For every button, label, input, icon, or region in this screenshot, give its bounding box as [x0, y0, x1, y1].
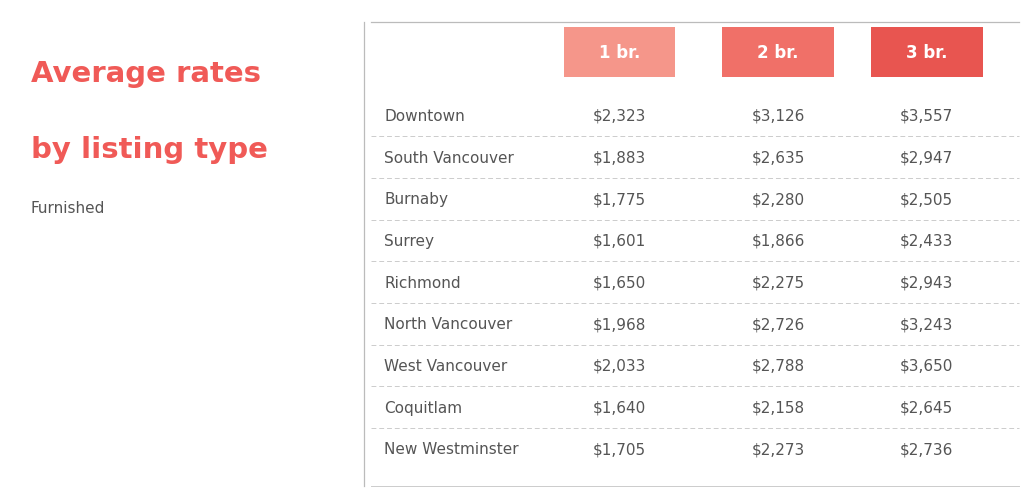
Bar [723, 28, 834, 78]
Text: $2,323: $2,323 [593, 109, 646, 124]
Text: $1,866: $1,866 [752, 233, 805, 248]
Text: Average rates: Average rates [31, 60, 261, 88]
Text: $2,275: $2,275 [752, 275, 805, 290]
Text: Furnished: Furnished [31, 200, 105, 215]
Text: $2,280: $2,280 [752, 192, 805, 207]
Text: New Westminster: New Westminster [384, 441, 518, 456]
Text: $1,601: $1,601 [593, 233, 646, 248]
Text: $2,788: $2,788 [752, 358, 805, 373]
Text: $2,158: $2,158 [752, 400, 805, 415]
Text: Surrey: Surrey [384, 233, 434, 248]
Text: $3,557: $3,557 [900, 109, 953, 124]
Bar [870, 28, 983, 78]
Text: $2,433: $2,433 [900, 233, 953, 248]
Text: $1,650: $1,650 [593, 275, 646, 290]
Text: West Vancouver: West Vancouver [384, 358, 507, 373]
Text: $2,635: $2,635 [752, 150, 805, 165]
Text: $2,033: $2,033 [593, 358, 646, 373]
Text: Downtown: Downtown [384, 109, 465, 124]
Text: $3,650: $3,650 [900, 358, 953, 373]
Text: $1,968: $1,968 [593, 317, 646, 332]
Text: $1,775: $1,775 [593, 192, 646, 207]
Text: by listing type: by listing type [31, 135, 267, 163]
Text: $2,726: $2,726 [752, 317, 805, 332]
Text: North Vancouver: North Vancouver [384, 317, 512, 332]
Text: $2,947: $2,947 [900, 150, 953, 165]
Text: $1,705: $1,705 [593, 441, 646, 456]
Text: 1 br.: 1 br. [599, 44, 640, 62]
Text: $1,640: $1,640 [593, 400, 646, 415]
Text: $1,883: $1,883 [593, 150, 646, 165]
Text: $3,126: $3,126 [752, 109, 805, 124]
Text: $2,736: $2,736 [900, 441, 953, 456]
Bar [563, 28, 676, 78]
Text: $2,943: $2,943 [900, 275, 953, 290]
Text: South Vancouver: South Vancouver [384, 150, 514, 165]
Text: $3,243: $3,243 [900, 317, 953, 332]
Text: $2,505: $2,505 [900, 192, 953, 207]
Text: $2,645: $2,645 [900, 400, 953, 415]
Text: 3 br.: 3 br. [906, 44, 947, 62]
Text: 2 br.: 2 br. [758, 44, 799, 62]
Text: $2,273: $2,273 [752, 441, 805, 456]
Text: Coquitlam: Coquitlam [384, 400, 462, 415]
Text: Richmond: Richmond [384, 275, 461, 290]
Text: Burnaby: Burnaby [384, 192, 449, 207]
